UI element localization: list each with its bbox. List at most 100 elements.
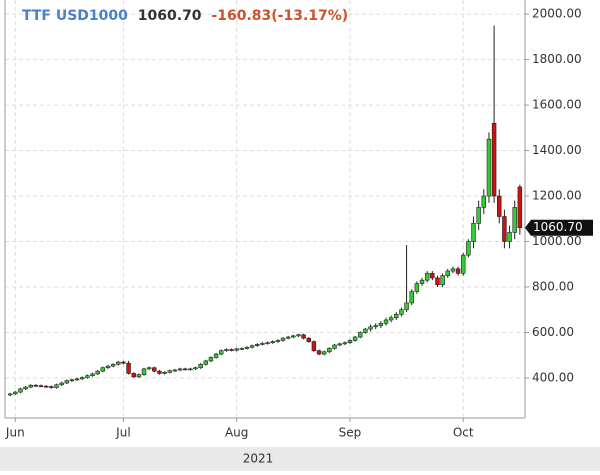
candle-body bbox=[198, 364, 203, 369]
candle-body bbox=[126, 362, 131, 374]
candle-body bbox=[409, 291, 414, 304]
candle-body bbox=[229, 349, 234, 351]
candle-body bbox=[301, 334, 306, 339]
candle-body bbox=[404, 302, 409, 311]
candle-body bbox=[203, 360, 209, 365]
candle-body bbox=[275, 340, 281, 342]
candle-body bbox=[110, 364, 116, 367]
candle-body bbox=[507, 232, 512, 242]
candle-body bbox=[260, 343, 265, 345]
candle-body bbox=[512, 207, 517, 233]
candle-body bbox=[177, 368, 183, 371]
candle-body bbox=[455, 268, 461, 274]
candle-body bbox=[358, 332, 363, 338]
candle-body bbox=[146, 367, 152, 370]
candle-body bbox=[450, 268, 456, 272]
candle-body bbox=[373, 325, 378, 328]
candle-body bbox=[38, 385, 44, 388]
y-tick-label: 1200.00 bbox=[532, 189, 582, 203]
candle-body bbox=[244, 346, 250, 349]
change-label: -160.83(-13.17%) bbox=[211, 8, 348, 24]
candle-body bbox=[100, 367, 106, 372]
candle-body bbox=[136, 374, 142, 378]
candle-body bbox=[49, 386, 54, 388]
candle-body bbox=[383, 319, 389, 324]
price-label: 1060.70 bbox=[138, 8, 202, 24]
candle-body bbox=[497, 195, 502, 217]
candle-body bbox=[414, 283, 420, 292]
candle-body bbox=[255, 344, 260, 346]
candle-body bbox=[378, 323, 384, 326]
candle-body bbox=[116, 361, 121, 365]
candle-body bbox=[69, 379, 75, 382]
candle-body bbox=[54, 384, 59, 388]
y-tick-label: 600.00 bbox=[532, 325, 574, 339]
candle-body bbox=[234, 348, 239, 351]
candle-body bbox=[368, 326, 373, 330]
candle-body bbox=[363, 328, 368, 333]
candle-body bbox=[291, 335, 296, 338]
candle-body bbox=[352, 336, 358, 341]
candle-body bbox=[85, 375, 90, 378]
candle-body bbox=[23, 386, 28, 390]
chart-title: TTF USD1000 bbox=[22, 8, 128, 24]
candle-body bbox=[105, 365, 111, 369]
candle-body bbox=[476, 207, 481, 224]
candle-body bbox=[280, 337, 286, 341]
candle-body bbox=[43, 385, 49, 388]
candle-body bbox=[435, 277, 440, 286]
candle-body bbox=[224, 349, 229, 351]
candle-body bbox=[430, 273, 435, 279]
candle-body bbox=[59, 382, 64, 386]
candle-body bbox=[13, 391, 18, 395]
candle-body bbox=[167, 370, 172, 373]
candle-body bbox=[342, 342, 348, 345]
x-tick-label: Oct bbox=[453, 426, 474, 440]
candle-body bbox=[311, 341, 317, 351]
candle-body bbox=[193, 367, 198, 370]
candle-body bbox=[152, 367, 157, 372]
x-tick-label: Jul bbox=[115, 426, 130, 440]
candle-body bbox=[424, 273, 430, 281]
candle-body bbox=[90, 373, 95, 376]
candle-body bbox=[64, 380, 70, 384]
y-tick-label: 1800.00 bbox=[532, 52, 582, 66]
candle-body bbox=[7, 393, 13, 396]
candle-body bbox=[188, 368, 193, 371]
candle-body bbox=[486, 138, 492, 197]
candle-body bbox=[121, 361, 126, 364]
chart-header: TTF USD1000 1060.70 -160.83(-13.17%) bbox=[22, 8, 348, 24]
last-price-tag bbox=[525, 219, 593, 236]
candle-body bbox=[79, 377, 85, 380]
y-tick-label: 2000.00 bbox=[532, 7, 582, 21]
y-tick-label: 1000.00 bbox=[532, 234, 582, 248]
y-tick-label: 400.00 bbox=[532, 370, 574, 384]
candle-body bbox=[347, 340, 353, 344]
x-tick-label: Aug bbox=[225, 426, 248, 440]
candle-body bbox=[327, 348, 332, 353]
candle-body bbox=[399, 309, 404, 315]
candle-body bbox=[316, 350, 322, 355]
candle-body bbox=[445, 270, 451, 276]
candle-body bbox=[182, 368, 188, 371]
candle-body bbox=[332, 344, 337, 349]
last-price-label: 1060.70 bbox=[533, 220, 583, 234]
candle-body bbox=[481, 195, 487, 208]
y-tick-label: 1600.00 bbox=[532, 98, 582, 112]
candle-body bbox=[296, 334, 301, 337]
candle-body bbox=[265, 342, 270, 345]
candle-body bbox=[141, 368, 147, 375]
candle-body bbox=[219, 350, 224, 355]
candle-body bbox=[419, 279, 425, 284]
candle-body bbox=[388, 317, 394, 321]
candle-body bbox=[33, 384, 39, 387]
candle-body bbox=[239, 348, 245, 350]
x-tick-label: Jun bbox=[5, 426, 25, 440]
candle-body bbox=[471, 223, 476, 242]
y-tick-label: 800.00 bbox=[532, 280, 574, 294]
candle-body bbox=[95, 370, 100, 375]
candle-body bbox=[213, 353, 219, 358]
candle-body bbox=[28, 384, 33, 388]
candle-body bbox=[270, 341, 275, 344]
candle-body bbox=[306, 337, 311, 342]
